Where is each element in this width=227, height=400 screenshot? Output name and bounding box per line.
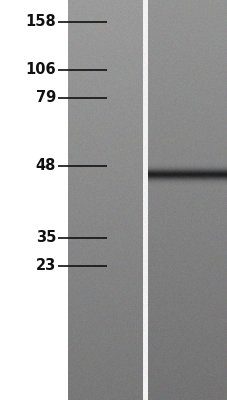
Text: 106: 106: [25, 62, 56, 78]
Text: 79: 79: [36, 90, 56, 106]
Text: 48: 48: [35, 158, 56, 174]
Text: 35: 35: [35, 230, 56, 246]
Text: 158: 158: [25, 14, 56, 30]
Text: 23: 23: [36, 258, 56, 274]
